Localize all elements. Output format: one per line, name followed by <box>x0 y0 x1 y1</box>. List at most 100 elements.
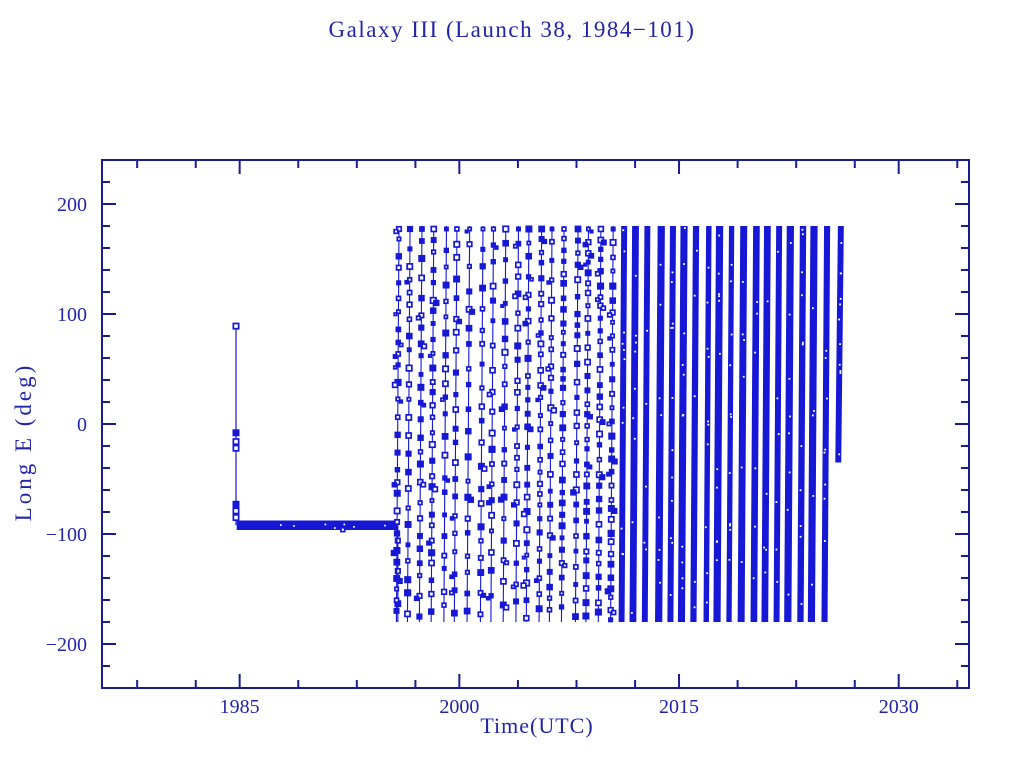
data-marker-hole <box>455 227 458 231</box>
data-marker <box>558 574 565 581</box>
data-marker-hole <box>598 417 602 422</box>
data-marker <box>428 608 435 615</box>
trace-dot <box>777 433 780 436</box>
flat-dot <box>293 525 295 527</box>
data-marker-hole <box>587 304 589 307</box>
data-marker-hole <box>419 450 422 453</box>
data-marker <box>584 411 591 418</box>
trace-dot <box>705 601 708 604</box>
data-marker <box>538 275 545 282</box>
data-marker-hole <box>417 316 420 319</box>
data-marker <box>589 229 594 234</box>
data-marker-hole <box>422 345 426 348</box>
data-marker <box>560 306 567 313</box>
data-marker-hole <box>598 405 602 409</box>
data-marker <box>404 279 410 285</box>
data-marker <box>417 340 425 348</box>
y-tick-label: 0 <box>77 414 87 436</box>
data-marker <box>232 500 240 508</box>
data-marker-hole <box>481 387 483 389</box>
data-marker <box>595 536 603 544</box>
data-marker-hole <box>491 344 494 347</box>
data-marker <box>429 364 437 372</box>
data-marker <box>547 452 554 459</box>
trace-dot <box>775 548 778 551</box>
data-marker-hole <box>505 561 508 564</box>
data-marker <box>609 282 617 290</box>
trace-dot <box>717 272 720 275</box>
data-marker-hole <box>539 396 542 399</box>
trace-dot <box>623 349 625 351</box>
data-marker <box>428 549 436 557</box>
data-marker-hole <box>523 557 525 558</box>
data-marker-hole <box>527 293 530 297</box>
data-marker <box>582 572 590 580</box>
data-marker <box>513 520 520 527</box>
data-marker <box>453 392 459 398</box>
data-marker-hole <box>609 517 613 522</box>
data-marker <box>559 511 566 518</box>
data-marker-hole <box>431 431 434 434</box>
data-marker-hole <box>419 276 424 280</box>
data-marker-hole <box>562 331 565 334</box>
data-marker <box>501 318 509 325</box>
data-marker-hole <box>234 446 238 450</box>
data-marker-hole <box>467 480 469 482</box>
data-marker-hole <box>548 472 553 477</box>
data-marker-hole <box>454 407 458 412</box>
trace-bar <box>641 225 651 623</box>
data-marker <box>584 269 592 277</box>
data-marker <box>574 237 581 244</box>
data-marker-hole <box>612 611 615 614</box>
data-marker-hole <box>466 555 469 558</box>
data-marker-hole <box>538 592 541 596</box>
data-marker <box>600 239 607 246</box>
data-marker <box>583 507 591 515</box>
data-marker-hole <box>408 291 411 294</box>
trace-dot <box>620 527 623 530</box>
trace-dot <box>696 249 698 252</box>
data-marker-hole <box>397 398 399 400</box>
data-marker <box>558 546 565 553</box>
data-marker <box>494 245 499 250</box>
data-marker-hole <box>586 438 589 441</box>
flat-dot <box>324 523 327 526</box>
data-marker-hole <box>574 534 578 538</box>
data-marker-hole <box>445 266 447 268</box>
data-marker <box>396 280 402 286</box>
data-marker <box>560 320 567 327</box>
trace-dot <box>838 363 841 366</box>
data-marker <box>393 607 400 614</box>
data-marker <box>479 361 485 367</box>
trace-dot <box>707 420 710 423</box>
data-marker-hole <box>480 405 484 409</box>
trace-dot <box>693 606 696 609</box>
trace-dot <box>658 548 661 551</box>
data-marker-hole <box>599 227 603 231</box>
trace-dot <box>715 559 718 562</box>
data-marker <box>536 558 543 564</box>
trace-dot <box>643 541 646 544</box>
data-marker <box>464 453 472 461</box>
data-marker-hole <box>538 547 541 551</box>
data-marker-hole <box>432 352 434 355</box>
data-marker-hole <box>549 316 553 320</box>
data-marker-hole <box>234 324 238 328</box>
data-marker <box>549 257 555 263</box>
trace-bar <box>629 225 639 623</box>
data-marker-hole <box>396 416 399 419</box>
data-marker <box>502 278 509 284</box>
data-marker <box>442 512 448 518</box>
trace-dot <box>801 294 803 297</box>
data-marker <box>584 461 590 468</box>
data-marker-hole <box>504 606 508 609</box>
data-marker <box>609 361 615 367</box>
trace-dot <box>799 535 802 538</box>
data-marker-hole <box>597 562 600 565</box>
data-marker <box>538 330 544 336</box>
data-marker-hole <box>586 282 590 285</box>
data-marker <box>606 471 612 477</box>
trace-dot <box>671 397 674 399</box>
data-marker <box>445 478 451 483</box>
